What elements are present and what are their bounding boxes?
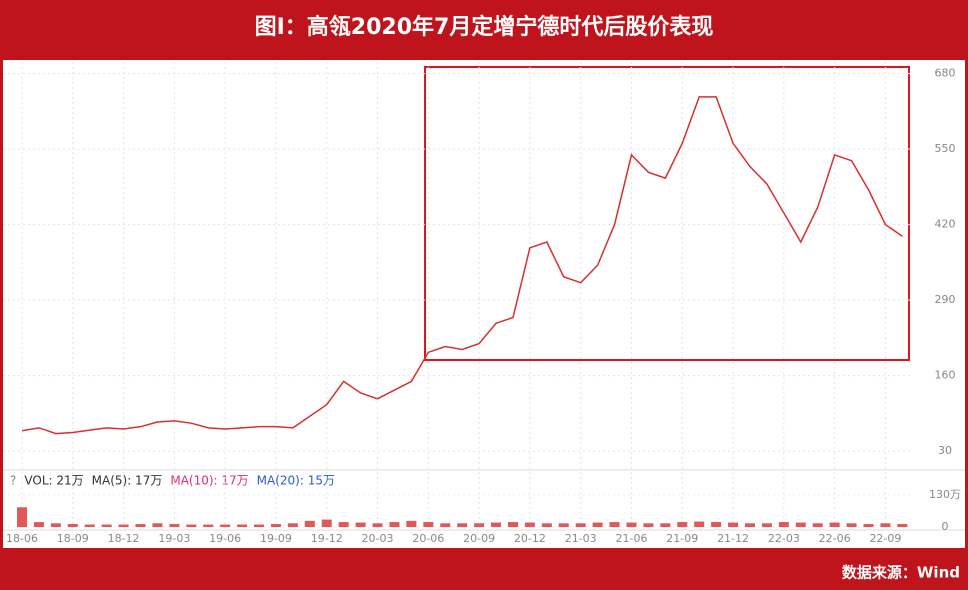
volume-bar [203, 524, 214, 527]
volume-bar [152, 523, 163, 527]
volume-bar [220, 524, 231, 527]
legend-entry: MA(5): 17万 [92, 474, 163, 488]
volume-bar [507, 522, 518, 527]
y-tick-label: 30 [938, 444, 952, 457]
x-tick-label: 20-09 [463, 532, 495, 545]
volume-bar [880, 523, 891, 527]
volume-bar [355, 522, 366, 527]
source: 数据来源：Wind [842, 564, 960, 582]
volume-bar [423, 522, 434, 527]
volume-bar [812, 523, 823, 527]
volume-bar [406, 520, 417, 527]
x-tick-label: 22-06 [819, 532, 851, 545]
x-tick-label: 19-03 [158, 532, 190, 545]
volume-bar [744, 523, 755, 527]
x-tick-label: 20-12 [514, 532, 546, 545]
volume-bar [524, 522, 535, 527]
volume-bar [541, 523, 552, 527]
volume-bar [84, 524, 95, 527]
volume-bar [643, 523, 654, 527]
volume-bar [186, 524, 197, 527]
x-tick-label: 22-09 [869, 532, 901, 545]
volume-bar [626, 522, 637, 527]
volume-bar [609, 522, 620, 527]
volume-bar [829, 522, 840, 527]
volume-bar [304, 520, 315, 527]
volume-bar [761, 523, 772, 527]
legend-entry: VOL: 21万 [24, 474, 83, 488]
legend-entry: MA(10): 17万 [170, 474, 248, 488]
volume-bar [338, 522, 349, 527]
volume-bar [67, 524, 78, 527]
y-tick-label: 680 [935, 67, 956, 80]
volume-bar [677, 522, 688, 527]
legend-entry: MA(20): 15万 [257, 474, 335, 488]
x-tick-label: 19-09 [260, 532, 292, 545]
x-tick-label: 20-06 [412, 532, 444, 545]
y-tick-label: 290 [935, 293, 956, 306]
volume-bar [457, 523, 468, 527]
volume-bar [50, 523, 61, 527]
volume-bar [491, 522, 502, 527]
volume-bar [474, 523, 485, 527]
chart-title: 图I：高瓴2020年7月定增宁德时代后股价表现 [255, 14, 714, 40]
x-tick-label: 20-03 [362, 532, 394, 545]
x-tick-label: 18-12 [108, 532, 140, 545]
volume-bar [440, 523, 451, 527]
x-tick-label: 21-03 [565, 532, 597, 545]
volume-bar [897, 524, 908, 527]
volume-bar [169, 524, 180, 527]
x-tick-label: 22-03 [768, 532, 800, 545]
y-tick-label: 550 [935, 142, 956, 155]
volume-bar [728, 522, 739, 527]
volume-bar [592, 522, 603, 527]
volume-bar [118, 524, 129, 527]
volume-bar [270, 524, 281, 527]
x-tick-label: 19-06 [209, 532, 241, 545]
x-tick-label: 21-12 [717, 532, 749, 545]
volume-bar [389, 522, 400, 527]
legend-entry: ? [10, 474, 16, 488]
x-tick-label: 19-12 [311, 532, 343, 545]
y-tick-label: 130万 [929, 488, 961, 501]
volume-bar [254, 524, 265, 527]
volume-bar [237, 524, 248, 527]
volume-bar [575, 523, 586, 527]
y-tick-label: 420 [935, 218, 956, 231]
volume-bar [287, 523, 298, 527]
volume-bar [778, 522, 789, 527]
price-line [21, 96, 903, 435]
y-tick-label: 0 [942, 520, 949, 533]
volume-bar [795, 522, 806, 527]
volume-bar [321, 519, 332, 527]
volume-bar [135, 524, 146, 527]
volume-bar [17, 507, 27, 527]
x-tick-label: 21-09 [666, 532, 698, 545]
volume-bar [33, 522, 44, 527]
volume-bar [846, 523, 857, 527]
volume-bar [863, 524, 874, 527]
y-tick-label: 160 [935, 369, 956, 382]
x-tick-label: 18-06 [6, 532, 38, 545]
highlight-box [424, 66, 910, 361]
volume-bar [711, 522, 722, 527]
volume-bar [660, 523, 671, 527]
volume-bar [694, 521, 705, 527]
x-tick-label: 21-06 [615, 532, 647, 545]
volume-legend: ? VOL: 21万 MA(5): 17万 MA(10): 17万 MA(20): 15… [10, 474, 335, 488]
volume-bar [101, 524, 112, 527]
volume-bar [372, 523, 383, 527]
x-tick-label: 18-09 [57, 532, 89, 545]
plot-area [3, 60, 965, 548]
volume-bar [558, 523, 569, 527]
